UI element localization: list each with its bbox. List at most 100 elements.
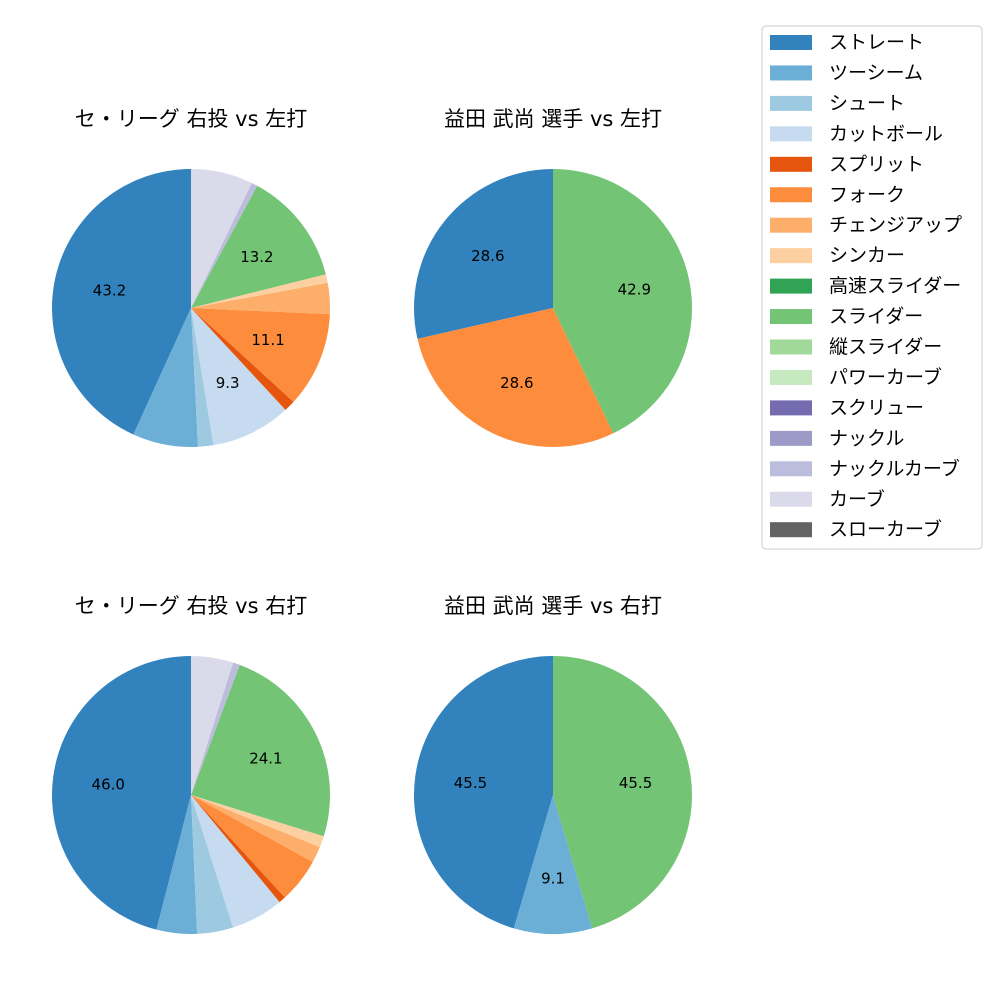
legend-label: ナックルカーブ [829,457,960,480]
legend-item: シンカー [770,245,905,267]
legend-swatch [770,35,812,50]
legend-item: シュート [770,92,905,114]
legend-label: ナックル [829,427,904,449]
slice-value-label: 11.1 [251,331,284,349]
legend-item: フォーク [770,184,905,206]
legend-label: シュート [829,92,905,114]
legend-swatch [770,187,812,203]
slice-value-label: 46.0 [92,776,125,794]
legend-label: カーブ [829,487,885,510]
legend-label: 縦スライダー [829,336,942,358]
legend-swatch [770,339,812,355]
legend-label: ツーシーム [829,62,923,84]
legend-swatch [770,217,812,233]
pie-slice-カットボール [191,308,286,446]
legend: ストレートツーシームシュートカットボールスプリットフォークチェンジアップシンカー… [761,25,983,550]
pie-slice-スライダー [191,185,326,308]
pie-slice-カットボール [191,795,280,928]
legend-label: パワーカーブ [829,365,942,388]
pie-slice-ナックルカーブ [191,662,240,795]
legend-swatch [770,400,812,416]
pie-slice-カーブ [191,656,234,795]
legend-label: チェンジアップ [829,214,962,236]
slice-value-label: 42.9 [618,280,651,298]
pie-slice-シンカー [191,795,324,847]
slice-value-label: 24.1 [249,749,282,767]
slice-value-label: 45.5 [619,774,652,792]
slice-value-label: 9.1 [541,869,565,887]
pie-slice-ツーシーム [513,795,593,935]
pie-slice-スライダー [553,656,693,929]
pie-slice-カーブ [191,169,252,308]
pie-slice-ストレート [52,169,192,435]
legend-item: スライダー [770,306,923,328]
pie-slice-スライダー [553,169,692,434]
legend-item: 高速スライダー [770,275,961,297]
legend-item: ナックルカーブ [770,457,960,480]
pie-panel-left-batter-player: 益田 武尚 選手 vs 左打 28.6 28.6 42.9 [414,107,692,447]
legend-swatch [770,491,812,507]
pie-slice-ストレート [413,656,553,929]
pie-panel-left-batter-league: セ・リーグ 右投 vs 左打 43.2 9.3 11.1 13.2 [52,107,331,447]
legend-swatch [770,430,812,446]
legend-item: パワーカーブ [770,365,942,388]
pie-panel-right-batter-league: セ・リーグ 右投 vs 右打 46.0 24.1 [52,594,331,935]
legend-item: ツーシーム [770,62,923,84]
legend-swatch [770,156,812,172]
legend-item: 縦スライダー [770,336,942,358]
chart-title: セ・リーグ 右投 vs 右打 [75,594,307,618]
legend-label: スローカーブ [829,518,942,541]
legend-swatch [770,95,812,111]
slice-value-label: 13.2 [240,248,273,266]
slice-value-label: 43.2 [93,281,126,299]
pie-slice-フォーク [191,795,313,898]
pie-slice-フォーク [191,308,330,402]
chart-title: 益田 武尚 選手 vs 左打 [444,107,662,131]
slice-value-label: 28.6 [500,374,533,392]
slice-value-label: 9.3 [216,374,240,392]
legend-swatch [770,522,812,538]
pie-slice-ツーシーム [133,308,198,447]
pie-slice-シンカー [191,274,328,308]
legend-item: チェンジアップ [770,214,962,236]
legend-item: カットボール [770,123,943,145]
legend-label: ストレート [829,32,924,54]
legend-frame [761,25,983,550]
legend-label: スクリュー [829,397,924,419]
legend-label: スライダー [829,306,923,328]
legend-swatch [770,65,812,81]
pie-slice-チェンジアップ [191,795,320,862]
legend-label: フォーク [829,184,905,206]
legend-label: シンカー [829,245,905,267]
pie-slice-シュート [191,308,214,447]
legend-swatch [770,461,812,477]
legend-swatch [770,369,812,385]
legend-item: スクリュー [770,397,924,419]
legend-label: 高速スライダー [829,275,961,297]
pie-slice-スプリット [191,308,294,410]
slice-value-label: 28.6 [471,247,504,265]
pie-slice-ナックルカーブ [191,182,258,308]
legend-swatch [770,309,812,325]
legend-item: スプリット [770,153,924,175]
legend-item: スローカーブ [770,518,942,541]
pie-slice-ストレート [414,169,553,339]
pie-slice-スライダー [191,664,331,837]
pie-slice-ストレート [52,656,191,930]
pie-slice-シュート [191,795,234,934]
pie-slice-ツーシーム [156,795,198,935]
legend-swatch [770,278,812,294]
chart-title: 益田 武尚 選手 vs 右打 [444,594,662,618]
legend-swatch [770,248,812,264]
pie-slice-フォーク [417,308,614,447]
chart-title: セ・リーグ 右投 vs 左打 [75,107,307,131]
legend-item: カーブ [770,487,885,510]
pie-panel-right-batter-player: 益田 武尚 選手 vs 右打 45.5 9.1 45.5 [413,594,693,935]
legend-item: ストレート [770,32,924,54]
pie-slice-スプリット [191,795,285,903]
legend-label: スプリット [829,153,924,175]
pie-slice-チェンジアップ [191,282,331,315]
legend-swatch [770,126,812,142]
legend-item: ナックル [770,427,904,449]
